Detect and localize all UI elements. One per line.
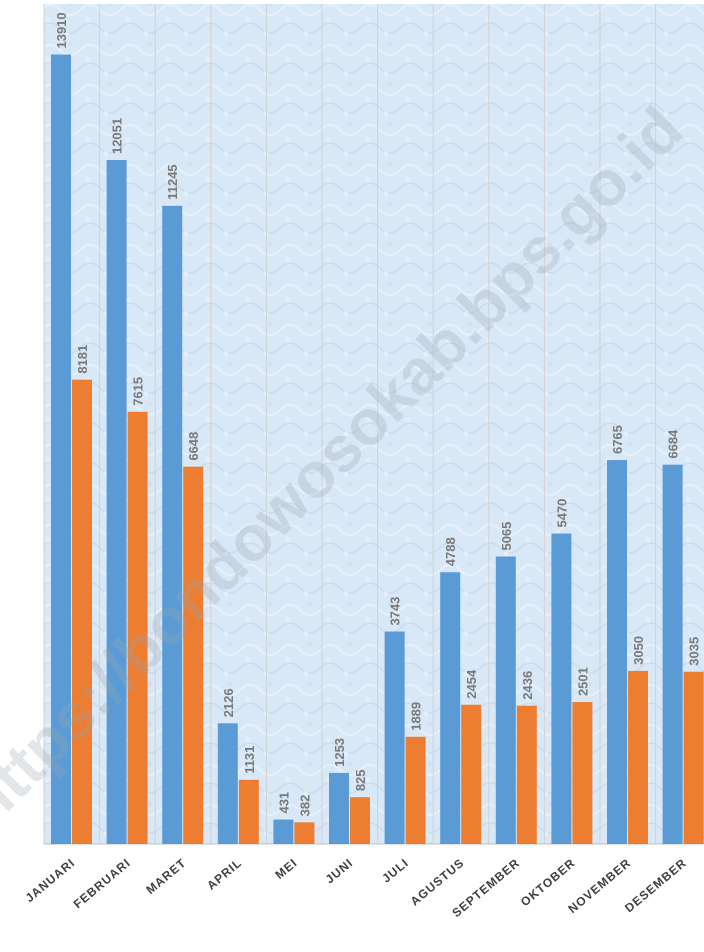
data-labels: 13910 8181 12051 7615 11245 6648 2126 1131 431 38… <box>54 12 702 816</box>
bar-series-1 <box>106 160 127 845</box>
bar-series-2 <box>238 779 259 844</box>
bar-series-2 <box>628 670 648 844</box>
data-label-series-1: 5065 <box>499 522 514 551</box>
bar-series-2 <box>183 466 204 844</box>
data-label-series-1: 11245 <box>165 164 180 199</box>
data-label-series-1: 13910 <box>54 12 69 48</box>
x-tick-label: MARET <box>143 856 189 897</box>
x-tick-label: APRIL <box>204 856 244 893</box>
data-label-series-2: 8181 <box>75 345 90 374</box>
plot-background <box>44 4 704 844</box>
bar-series-2 <box>572 702 593 844</box>
data-label-series-2: 1889 <box>409 702 424 731</box>
bar-series-2 <box>72 379 92 844</box>
x-tick-label: AGUSTUS <box>408 856 467 909</box>
data-label-series-2: 2436 <box>520 671 535 700</box>
data-label-series-1: 1253 <box>332 738 347 767</box>
data-label-series-2: 6648 <box>186 432 201 461</box>
data-label-series-1: 4788 <box>443 537 458 566</box>
bar-series-1 <box>384 631 405 844</box>
x-tick-label: JULI <box>379 856 411 886</box>
bar-series-1 <box>607 460 627 844</box>
bar-series-2 <box>461 704 482 844</box>
data-label-series-2: 382 <box>297 795 312 817</box>
data-label-series-1: 6684 <box>666 429 681 459</box>
data-label-series-2: 2501 <box>575 667 590 696</box>
bar-series-2 <box>516 705 537 844</box>
data-label-series-2: 7615 <box>131 377 146 406</box>
bar-series-2 <box>127 411 148 844</box>
bar-series-2 <box>405 736 426 844</box>
x-tick-label: JANUARI <box>23 856 78 906</box>
x-tick-label: JUNI <box>323 856 356 887</box>
bar-series-1 <box>662 464 683 844</box>
data-label-series-1: 431 <box>276 792 291 814</box>
data-label-series-2: 3050 <box>631 636 646 665</box>
grid-lines <box>43 4 657 844</box>
bar-series-1 <box>329 772 349 844</box>
data-label-series-2: 2454 <box>464 669 479 699</box>
bar-series-1 <box>273 819 294 844</box>
bar-series-1 <box>51 54 71 845</box>
data-label-series-1: 5470 <box>554 499 569 528</box>
bar-series-2 <box>683 671 704 844</box>
data-label-series-1: 12051 <box>110 118 125 154</box>
data-label-series-1: 6765 <box>610 425 625 454</box>
bar-series-1 <box>162 205 183 844</box>
bars <box>51 54 704 845</box>
data-label-series-2: 3035 <box>687 637 702 666</box>
bar-series-1 <box>440 572 461 844</box>
x-tick-label: MEI <box>272 856 300 882</box>
data-label-series-1: 3743 <box>388 597 403 626</box>
bar-series-1 <box>551 533 572 844</box>
bar-series-1 <box>495 556 516 844</box>
x-tick-label: FEBRUARI <box>71 856 134 912</box>
bar-series-2 <box>294 822 315 844</box>
data-label-series-2: 825 <box>353 769 368 791</box>
data-label-series-1: 2126 <box>221 688 236 717</box>
bar-series-2 <box>350 797 370 844</box>
data-label-series-2: 1131 <box>242 746 257 774</box>
bar-series-1 <box>217 723 238 844</box>
